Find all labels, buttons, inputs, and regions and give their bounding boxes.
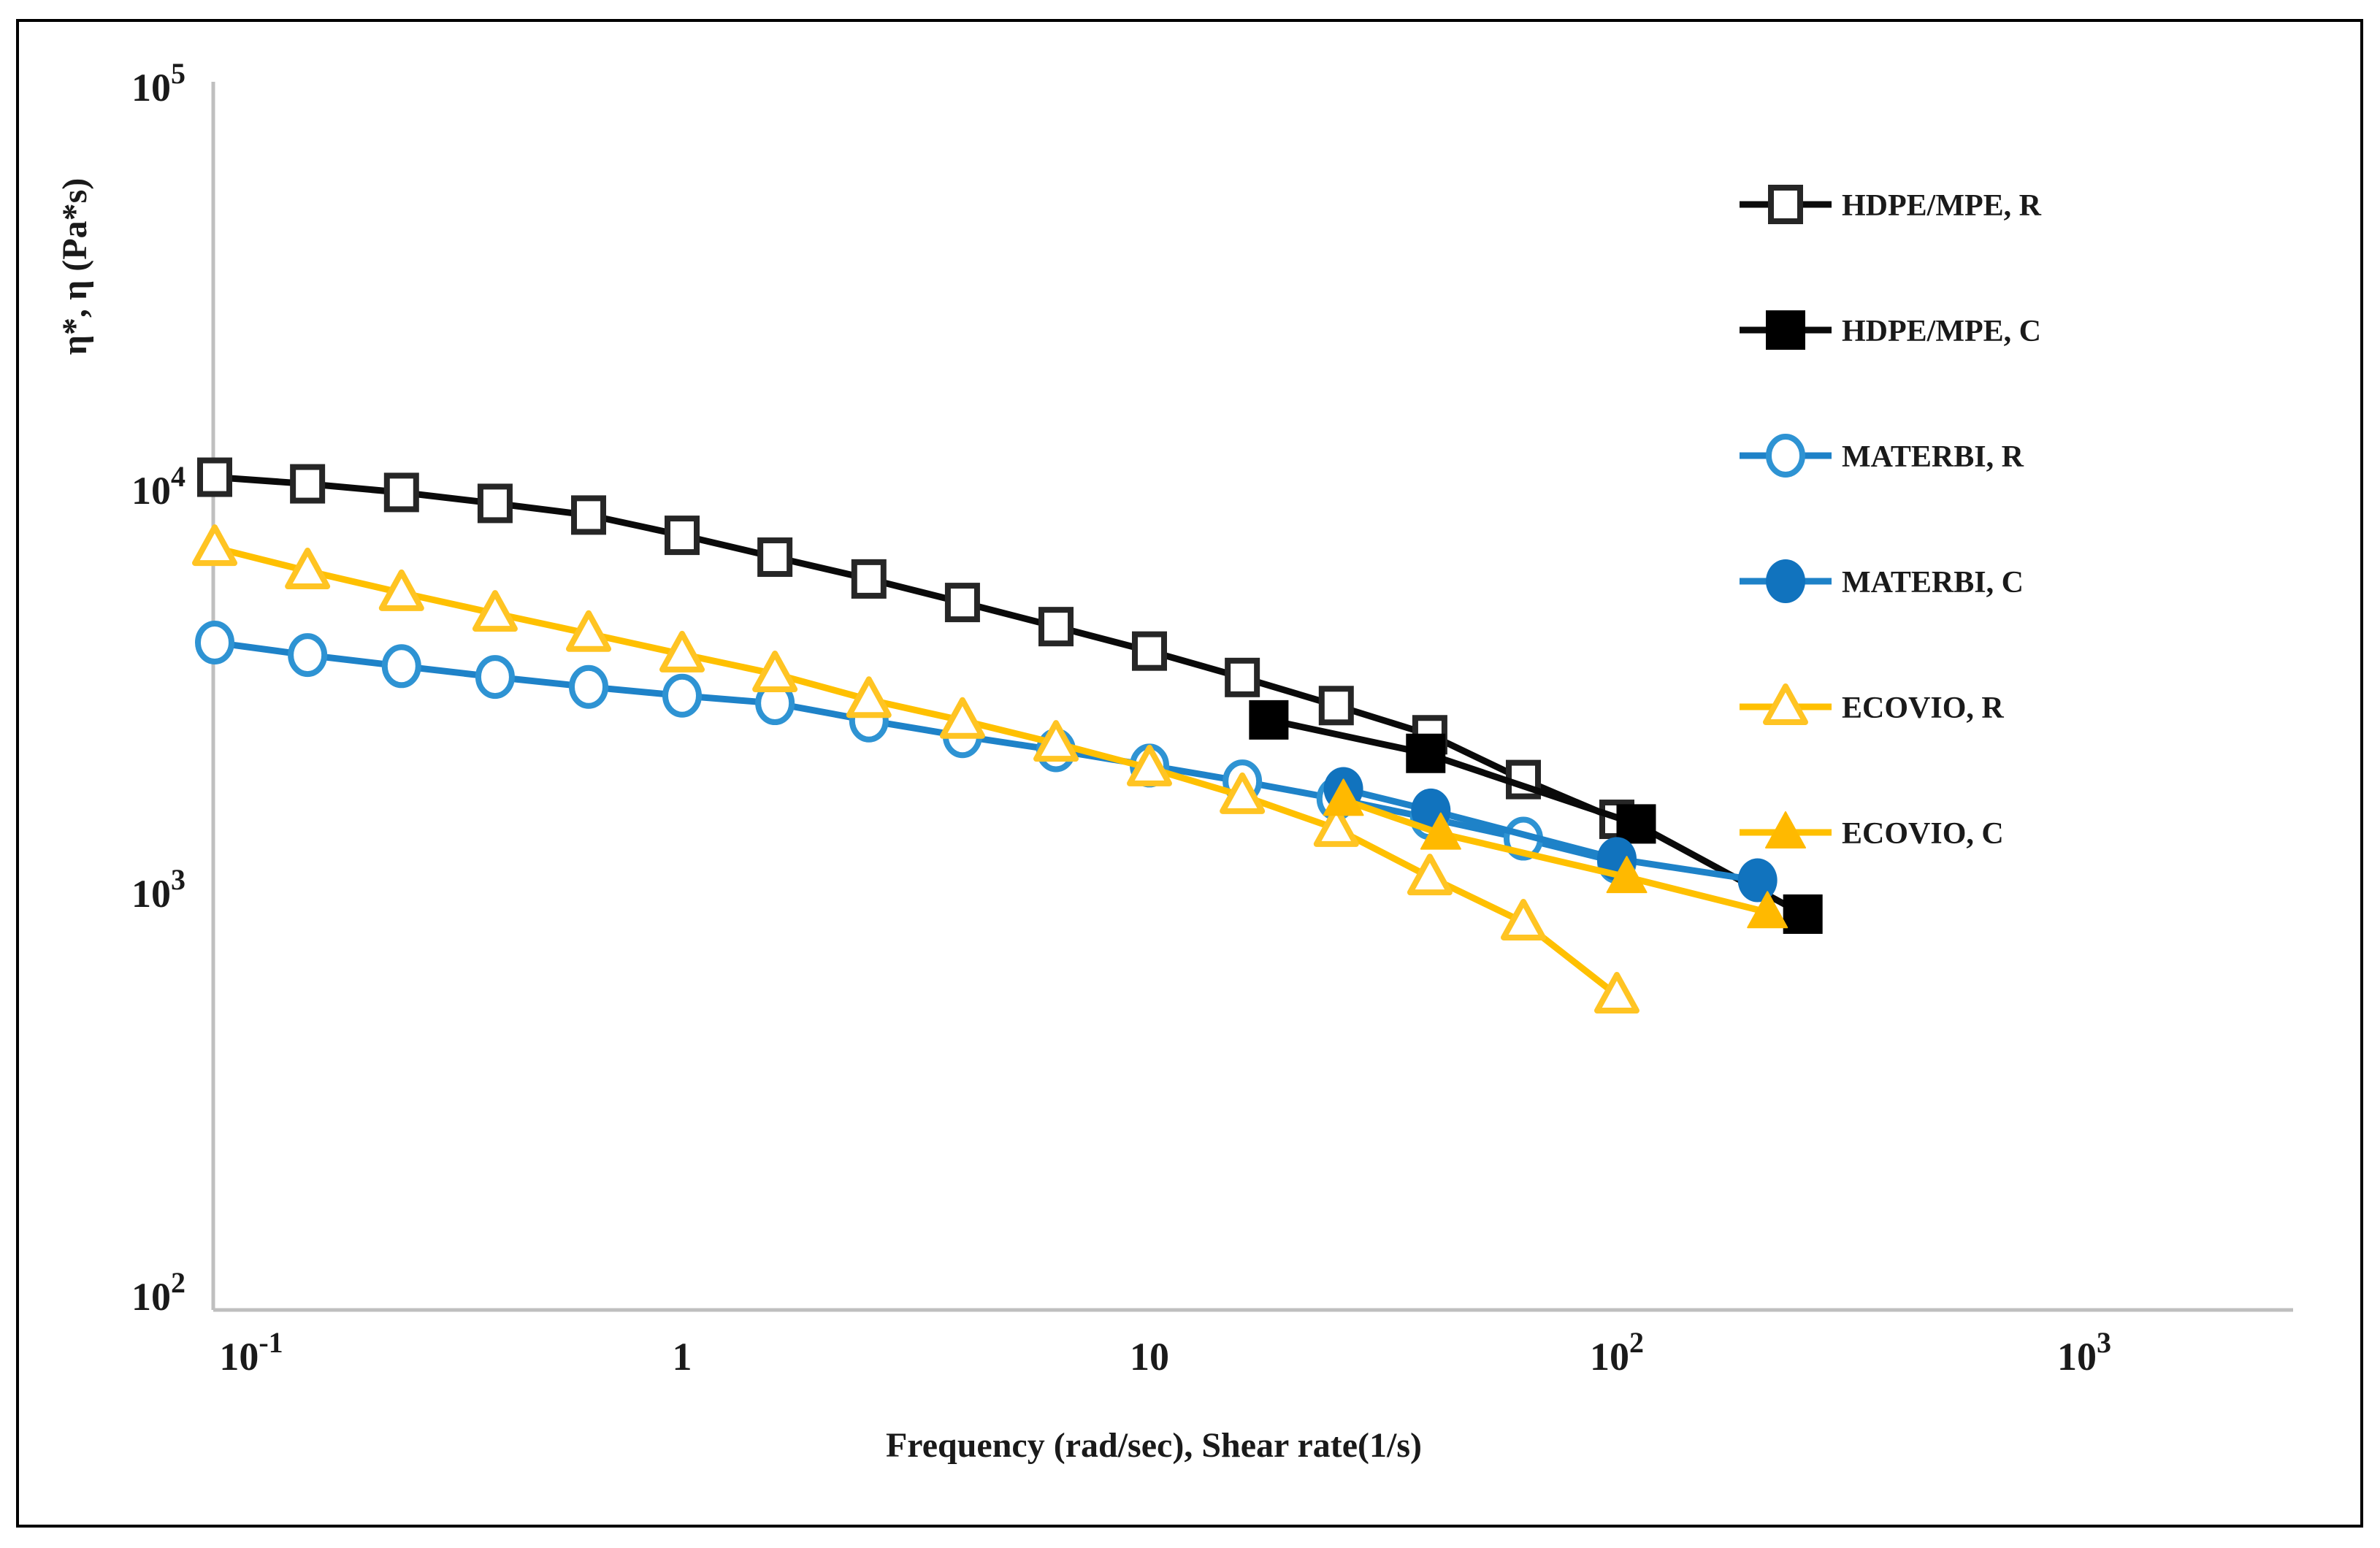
data-point (662, 673, 702, 718)
data-point (285, 548, 331, 590)
legend-label: MATERBI, R (1842, 440, 2024, 474)
data-point (1768, 185, 1803, 224)
data-point (1747, 891, 1788, 929)
data-point (1249, 700, 1289, 740)
series-line (1268, 716, 1805, 917)
series-line (214, 474, 1618, 823)
data-point (192, 524, 237, 567)
series-line (214, 639, 1618, 865)
data-point (1737, 858, 1778, 903)
data-point (290, 464, 326, 504)
data-point (378, 569, 424, 611)
data-point (944, 583, 980, 623)
legend-item-hdpe-mpe-r: HDPE/MPE, R (1740, 185, 2042, 224)
x-tick-10e2: 102 (1590, 1326, 1644, 1379)
data-point (1783, 894, 1823, 934)
data-point (1420, 812, 1461, 850)
y-axis-tick-labels: 102 103 104 105 (131, 57, 185, 1319)
data-point (1407, 854, 1453, 896)
data-point (1033, 720, 1079, 762)
data-point (846, 676, 892, 719)
data-point (569, 664, 609, 709)
legend-label: HDPE/MPE, C (1842, 315, 2041, 348)
legend-item-ecovio-c: ECOVIO, C (1740, 811, 2004, 851)
data-point (1127, 744, 1172, 786)
data-point (1766, 559, 1805, 603)
data-point (1766, 434, 1805, 478)
legend-item-ecovio-r: ECOVIO, R (1740, 683, 2004, 725)
series-line (1342, 797, 1769, 916)
data-point (939, 697, 985, 739)
data-point (1313, 805, 1359, 847)
data-point (566, 610, 612, 652)
y-tick-10e3: 103 (131, 863, 185, 916)
data-point (1038, 607, 1074, 647)
data-point (571, 495, 607, 535)
legend: HDPE/MPE, R HDPE/MPE, C MATERBI, R MATERBI,… (1740, 185, 2042, 851)
data-point (381, 644, 421, 689)
legend-item-hdpe-mpe-c: HDPE/MPE, C (1740, 310, 2041, 350)
x-tick-10e-1: 10-1 (219, 1326, 283, 1379)
y-tick-10e4: 104 (131, 460, 185, 513)
data-point (1318, 686, 1354, 726)
y-tick-10e2: 102 (131, 1266, 185, 1319)
data-point (472, 590, 518, 632)
data-point (195, 620, 234, 664)
legend-label: HDPE/MPE, R (1842, 189, 2042, 223)
data-point (383, 472, 419, 513)
data-point (1501, 898, 1547, 940)
series-line (1342, 786, 1759, 884)
data-point (1766, 310, 1805, 350)
legend-item-materbi-r: MATERBI, R (1740, 434, 2024, 478)
series-ecovio-r (192, 524, 1639, 1014)
legend-label: ECOVIO, C (1842, 817, 2004, 851)
series-hdpe-mpe-c (1249, 700, 1823, 934)
data-point (475, 655, 515, 700)
data-point (757, 537, 793, 578)
data-point (1225, 657, 1260, 697)
figure-border (16, 19, 2363, 1528)
series-hdpe-mpe-r (197, 457, 1634, 840)
data-point (1763, 683, 1808, 725)
data-point (1606, 856, 1648, 894)
x-tick-10: 10 (1130, 1335, 1169, 1379)
data-point (1323, 778, 1364, 816)
data-point (851, 559, 887, 599)
x-tick-10e3: 103 (2057, 1326, 2111, 1379)
y-axis-title: η*, η (Pa*s) (56, 178, 94, 355)
x-axis-tick-labels: 10-1 1 10 102 103 (219, 1326, 2111, 1379)
data-point (659, 630, 705, 673)
data-point (1220, 772, 1266, 814)
data-point (288, 633, 328, 678)
data-point (1406, 733, 1446, 773)
series-materbi-c (1323, 767, 1778, 903)
data-point (665, 516, 700, 556)
legend-label: ECOVIO, R (1842, 691, 2004, 725)
x-tick-1: 1 (673, 1335, 692, 1379)
legend-label: MATERBI, C (1842, 566, 2024, 599)
data-point (1594, 972, 1639, 1014)
series-line (213, 544, 1619, 998)
data-point (1132, 631, 1167, 671)
series-ecovio-c (1323, 778, 1788, 929)
data-point (197, 457, 232, 497)
data-series (192, 457, 1823, 1014)
data-point (1616, 804, 1656, 844)
x-axis-title: Frequency (rad/sec), Shear rate(1/s) (886, 1426, 1422, 1465)
legend-item-materbi-c: MATERBI, C (1740, 559, 2024, 603)
data-point (752, 650, 798, 692)
y-tick-10e5: 105 (131, 57, 185, 110)
data-point (477, 483, 513, 524)
data-point (1765, 811, 1806, 848)
